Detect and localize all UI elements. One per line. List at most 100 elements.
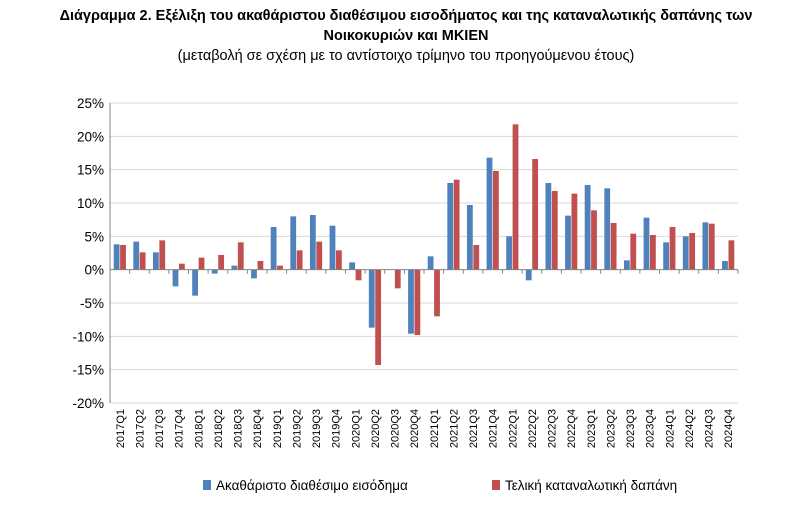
chart-subtitle: (μεταβολή σε σχέση με το αντίστοιχο τρίμ… [177, 48, 635, 64]
consumption-bar [394, 269, 401, 289]
x-tick-label: 2024Q3 [704, 409, 716, 448]
income-bar [152, 252, 159, 270]
x-tick-label: 2020Q1 [350, 409, 362, 448]
consumption-bar [120, 245, 126, 270]
consumption-bar [630, 233, 637, 270]
consumption-bar [492, 171, 499, 270]
legend-income-label: Ακαθάριστο διαθέσιμο εισόδημα [216, 478, 408, 493]
y-tick-label: -10% [72, 329, 104, 344]
consumption-bar [296, 250, 303, 270]
income-bar [545, 183, 552, 270]
income-bar [466, 205, 473, 270]
income-bar [290, 216, 297, 270]
income-bar [368, 269, 375, 328]
x-tick-label: 2021Q3 [468, 409, 480, 448]
x-tick-label: 2018Q3 [233, 409, 245, 448]
consumption-bar [316, 241, 323, 270]
consumption-bar [571, 193, 578, 270]
consumption-bar [728, 240, 735, 270]
consumption-bar [178, 263, 185, 270]
income-bar [486, 157, 493, 270]
income-bar [309, 215, 316, 270]
x-tick-label: 2021Q4 [488, 409, 500, 448]
x-tick-label: 2022Q1 [507, 409, 519, 448]
chart-title: Διάγραμμα 2. Εξέλιξη του ακαθάριστου δια… [0, 6, 812, 46]
y-tick-labels: 25% 20% 15% 10% 5% 0% -5% -10% -15% -20% [72, 96, 104, 411]
x-tick-label: 2019Q4 [331, 409, 343, 448]
consumption-bar [198, 257, 205, 270]
x-tick-label: 2019Q3 [311, 409, 323, 448]
consumption-bar [453, 179, 460, 270]
income-bar [270, 227, 277, 270]
y-tick-label: -20% [72, 396, 104, 411]
x-tick-label: 2018Q1 [193, 409, 205, 448]
income-bar [663, 242, 670, 270]
consumption-bar [218, 255, 225, 270]
income-bar [643, 217, 650, 270]
income-bar [722, 261, 728, 270]
x-tick-label: 2019Q2 [291, 409, 303, 448]
x-tick-label: 2020Q2 [370, 409, 382, 448]
income-bar [604, 188, 611, 270]
x-tick-label: 2022Q3 [547, 409, 559, 448]
legend-consumption-label: Τελική καταναλωτική δαπάνη [505, 478, 677, 493]
y-tick-label: 5% [84, 229, 104, 244]
consumption-bar [355, 269, 362, 281]
consumption-bar [689, 233, 696, 270]
legend-income-swatch [203, 480, 211, 490]
consumption-bar [591, 210, 597, 270]
x-tick-label: 2019Q1 [272, 409, 284, 448]
y-tick-label: 25% [77, 96, 104, 111]
bars [113, 124, 735, 365]
y-tick-label: -5% [80, 296, 104, 311]
income-bar [565, 215, 571, 270]
consumption-bar [532, 159, 539, 270]
consumption-bar [257, 261, 264, 270]
consumption-bar [414, 269, 421, 335]
income-bar [623, 260, 630, 270]
consumption-bar [473, 245, 480, 270]
income-bar [231, 265, 238, 270]
income-bar [211, 269, 218, 274]
income-bar [113, 244, 120, 270]
income-bar [506, 236, 513, 270]
income-bar [133, 241, 140, 270]
income-bar [682, 236, 689, 270]
consumption-bar [335, 250, 342, 270]
consumption-bar [139, 252, 146, 270]
x-tick-label: 2017Q2 [134, 409, 146, 448]
consumption-bar [159, 240, 166, 270]
consumption-bar [375, 269, 382, 365]
x-tick-label: 2022Q4 [566, 409, 578, 448]
x-tick-label: 2023Q2 [605, 409, 617, 448]
legend: Ακαθάριστο διαθέσιμο εισόδημα Τελική κατα… [203, 478, 677, 493]
chart-title-line-1: Διάγραμμα 2. Εξέλιξη του ακαθάριστου δια… [59, 8, 753, 24]
income-bar [702, 222, 709, 270]
x-tick-label: 2017Q4 [174, 409, 186, 448]
y-tick-label: 20% [77, 129, 104, 144]
consumption-bar [237, 242, 244, 270]
consumption-bar [551, 191, 558, 270]
consumption-bar [669, 227, 676, 270]
x-tick-label: 2023Q4 [645, 409, 657, 448]
income-bar [192, 269, 199, 296]
x-tick-label: 2023Q3 [625, 409, 637, 448]
x-tick-label: 2023Q1 [586, 409, 598, 448]
x-tick-label: 2018Q2 [213, 409, 225, 448]
consumption-bar [277, 265, 283, 270]
consumption-bar [434, 269, 440, 317]
y-tick-label: 15% [77, 163, 104, 178]
x-tick-label: 2021Q1 [429, 409, 441, 448]
x-tick-label: 2024Q2 [684, 409, 696, 448]
y-tick-label: 10% [77, 196, 104, 211]
chart-title-line-2: Νοικοκυριών και ΜΚΙΕΝ [323, 28, 489, 44]
consumption-bar [649, 235, 656, 270]
consumption-bar [610, 223, 617, 270]
x-tick-label: 2021Q2 [448, 409, 460, 448]
x-tick-label: 2024Q1 [664, 409, 676, 448]
income-bar [584, 185, 591, 270]
x-tick-label: 2024Q4 [723, 409, 735, 448]
y-tick-label: 0% [84, 263, 104, 278]
